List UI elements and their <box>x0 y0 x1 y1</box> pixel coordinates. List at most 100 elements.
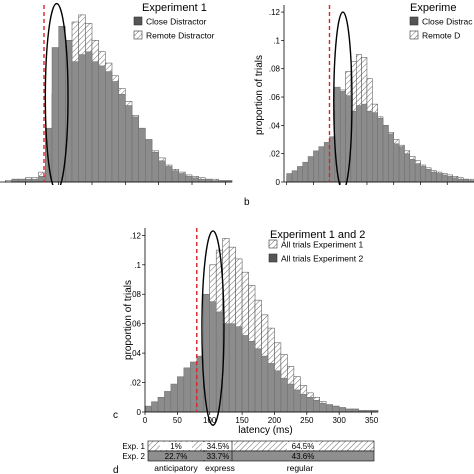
table-cell-label-bg <box>160 442 192 450</box>
histogram-bar-gray <box>235 326 243 413</box>
y-tick-label: 0 <box>276 178 281 187</box>
y-tick-label: .06 <box>269 93 281 102</box>
histogram-bar-gray <box>430 171 437 183</box>
x-tick-label: 350 <box>365 416 379 425</box>
histogram-bar-gray <box>105 71 113 183</box>
express-saccade-ellipse <box>201 230 225 426</box>
histogram-bar-gray <box>138 127 146 183</box>
panel-title: Experime <box>410 2 456 14</box>
panel-title: Experiment 1 and 2 <box>270 229 365 241</box>
histogram-bar-gray <box>198 178 206 183</box>
y-tick-label: .06 <box>130 320 142 329</box>
histogram-bar-gray <box>209 301 217 413</box>
histogram-bar-gray <box>452 177 459 183</box>
histogram-bar-gray <box>441 174 448 183</box>
x-axis-label: latency (ms) <box>356 195 410 206</box>
histogram-bar-gray <box>118 93 126 183</box>
x-tick-label: 150 <box>85 186 99 195</box>
histogram-bar-gray <box>71 61 79 183</box>
legend-label: Remote D <box>422 31 460 41</box>
histogram-bar-gray <box>323 142 330 183</box>
histogram-bar-gray <box>280 377 288 413</box>
x-tick-label: 350 <box>219 186 233 195</box>
panel-c-histogram: 0 50 100 150 200 250 300 3500.02.04.06.08.1.12l… <box>123 228 379 436</box>
x-tick-label: 0 <box>284 186 289 195</box>
histogram-bar-gray <box>191 177 199 183</box>
histogram-bar-gray <box>254 348 262 413</box>
histogram-bar-gray <box>297 166 303 183</box>
y-tick-label: .1 <box>273 36 280 45</box>
x-tick-label: 100 <box>52 186 66 195</box>
histogram-bar-gray <box>151 401 159 413</box>
histogram-bar-gray <box>131 116 139 183</box>
histogram-bar-gray <box>228 323 236 413</box>
table-cell-value: 43.6% <box>292 452 315 461</box>
y-tick-label: .12 <box>269 8 281 17</box>
y-tick-label: .12 <box>130 231 142 240</box>
x-tick-label: 300 <box>332 416 346 425</box>
histogram-bar-gray <box>177 376 185 413</box>
panel-label-c: c <box>113 410 118 421</box>
histogram-bar-gray <box>325 404 333 413</box>
histogram-bar-gray <box>457 178 464 183</box>
histogram-bar-gray <box>185 176 193 183</box>
express-saccade-ellipse <box>333 11 353 185</box>
legend-swatch <box>268 239 278 249</box>
x-tick-label: 200 <box>119 186 133 195</box>
table-cell-label-bg <box>287 452 319 460</box>
legend-swatch <box>133 16 143 26</box>
y-tick-label: .08 <box>130 290 142 299</box>
histogram-bar-gray <box>339 91 346 183</box>
histogram-bar-gray <box>382 125 389 183</box>
histogram-bar-gray <box>267 363 275 413</box>
x-axis-label: latency (ms) <box>238 425 292 436</box>
y-axis-label: proportion of trials <box>123 280 134 360</box>
histogram-bar-gray <box>144 405 152 413</box>
histogram-bar-gray <box>158 160 166 183</box>
x-tick-label: 50 <box>309 186 318 195</box>
histogram-bar-gray <box>157 397 165 413</box>
x-tick-label: 300 <box>441 186 455 195</box>
histogram-bar-gray <box>388 133 394 183</box>
histogram-bar-gray <box>25 178 33 183</box>
table-cell-value: 34.5% <box>207 442 230 451</box>
table-column-label: anticipatory <box>154 463 198 473</box>
table-cell-value: 33.7% <box>207 452 230 461</box>
histogram-bar-gray <box>18 178 26 183</box>
histogram-bar-gray <box>170 383 178 413</box>
histogram-bar-gray <box>393 143 400 183</box>
histogram-bar-gray <box>78 54 86 183</box>
legend-label: Close Distractor <box>146 17 207 27</box>
legend-label: All trials Experiment 1 <box>281 240 363 250</box>
histogram-bar-gray <box>274 370 282 413</box>
histogram-bar-gray <box>313 150 320 183</box>
histogram-bar-gray <box>398 146 405 183</box>
histogram-bar-gray <box>307 156 314 183</box>
histogram-bar-gray <box>85 51 93 183</box>
table-cell-label-bg <box>202 452 234 460</box>
histogram-bar-gray <box>190 361 198 413</box>
histogram-bar-gray <box>65 40 73 183</box>
table-cell-label-bg <box>160 452 192 460</box>
histogram-bar-gray <box>446 176 453 183</box>
y-tick-label: .04 <box>130 349 142 358</box>
table-cell-value: 22.7% <box>165 452 188 461</box>
table-column-label: regular <box>287 463 314 473</box>
histogram-bar-gray <box>334 86 341 183</box>
x-tick-label: 200 <box>387 186 401 195</box>
histogram-bar-gray <box>248 341 256 413</box>
histogram-bar-gray <box>425 169 432 183</box>
x-tick-label: 0 <box>143 416 148 425</box>
panel-b-histogram: 0 50 100 150 200 250 300 0 .02 .04 .06 .08 .1 .12 late… <box>254 2 474 206</box>
histogram-bar-gray <box>332 405 340 413</box>
table-cell-label-bg <box>202 442 234 450</box>
y-tick-label: .08 <box>269 65 281 74</box>
x-tick-label: 50 <box>173 416 182 425</box>
histogram-bar-gray <box>31 178 39 183</box>
histogram-bar-gray <box>58 25 66 183</box>
histogram-bar-gray <box>145 139 153 183</box>
legend-swatch <box>268 253 278 263</box>
histogram-bar-gray <box>171 170 179 183</box>
histogram-bar-gray <box>361 103 368 183</box>
